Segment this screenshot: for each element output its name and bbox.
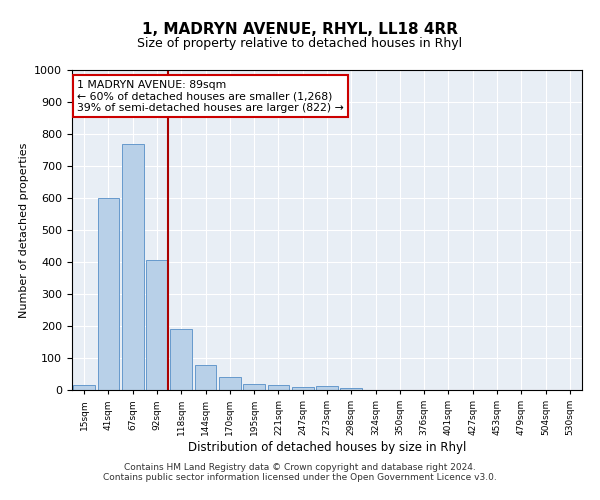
Text: 1, MADRYN AVENUE, RHYL, LL18 4RR: 1, MADRYN AVENUE, RHYL, LL18 4RR <box>142 22 458 38</box>
Bar <box>146 260 168 390</box>
X-axis label: Distribution of detached houses by size in Rhyl: Distribution of detached houses by size … <box>188 441 466 454</box>
Bar <box>340 388 362 390</box>
Bar <box>170 329 192 390</box>
Bar <box>122 144 143 390</box>
Text: Size of property relative to detached houses in Rhyl: Size of property relative to detached ho… <box>137 38 463 51</box>
Text: 1 MADRYN AVENUE: 89sqm
← 60% of detached houses are smaller (1,268)
39% of semi-: 1 MADRYN AVENUE: 89sqm ← 60% of detached… <box>77 80 344 113</box>
Text: Contains public sector information licensed under the Open Government Licence v3: Contains public sector information licen… <box>103 472 497 482</box>
Bar <box>73 385 95 390</box>
Bar <box>243 384 265 390</box>
Bar <box>219 377 241 390</box>
Bar <box>292 387 314 390</box>
Bar <box>268 384 289 390</box>
Bar <box>97 198 119 390</box>
Bar <box>316 386 338 390</box>
Bar <box>194 365 217 390</box>
Y-axis label: Number of detached properties: Number of detached properties <box>19 142 29 318</box>
Text: Contains HM Land Registry data © Crown copyright and database right 2024.: Contains HM Land Registry data © Crown c… <box>124 462 476 471</box>
